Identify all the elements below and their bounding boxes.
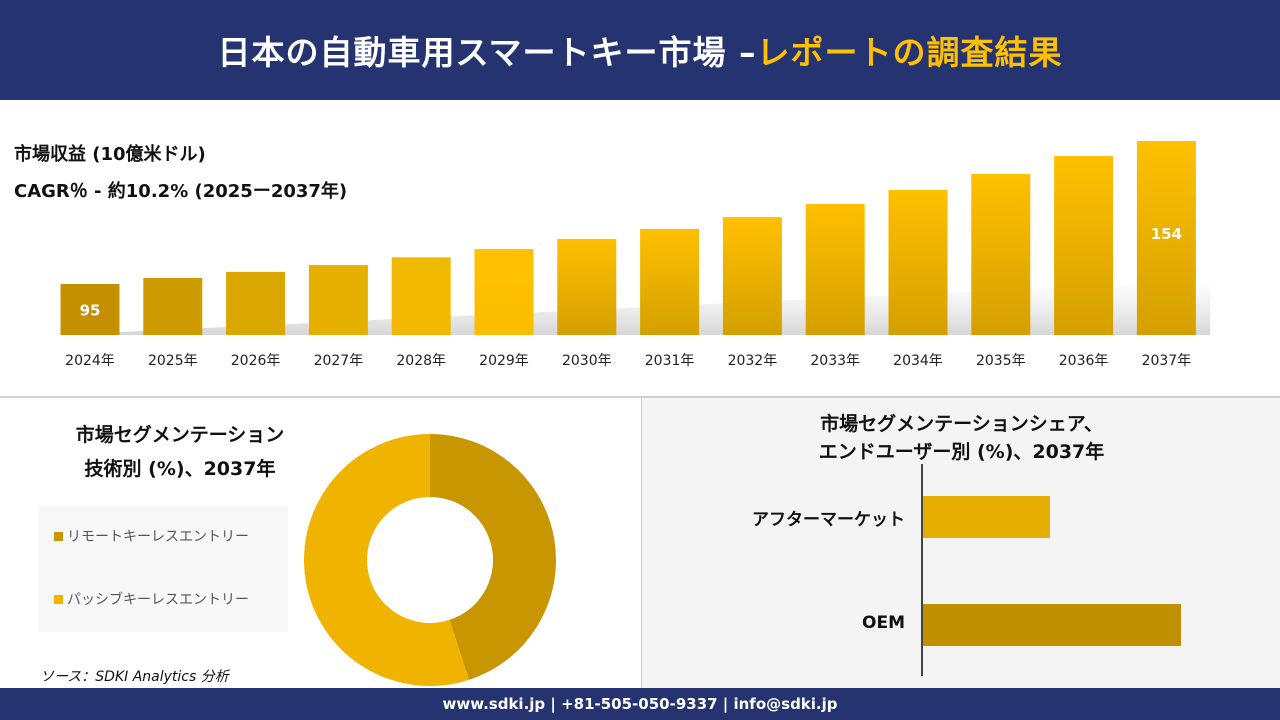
legend-label: パッシブキーレスエントリー — [67, 592, 249, 608]
revenue-bar-chart: 2024年 95 2025年 2026年 2027年 2028年 2029年 2030年 203… — [60, 141, 1210, 369]
x-tick-label: 2032年 — [728, 353, 778, 369]
x-tick-label: 2035年 — [976, 353, 1026, 369]
tech-title-line2: 技術別 (%)、2037年 — [84, 458, 276, 480]
bar-2035年 — [971, 173, 1031, 335]
bar-2026年 — [226, 271, 286, 335]
x-tick-label: 2033年 — [810, 353, 860, 369]
y-axis-line — [921, 464, 923, 676]
bar-2031年 — [640, 228, 700, 335]
title-main: 日本の自動車用スマートキー市場 – — [217, 33, 757, 72]
legend-swatch — [54, 531, 63, 541]
donut-legend: リモートキーレスエントリー パッシブキーレスエントリー — [38, 506, 288, 632]
x-tick-label: 2025年 — [148, 353, 198, 369]
title-accent: レポートの調査結果 — [756, 33, 1063, 72]
technology-segment-panel: 市場セグメンテーション 技術別 (%)、2037年 リモートキーレスエントリー パ… — [0, 398, 640, 688]
x-tick-label: 2029年 — [479, 353, 529, 369]
revenue-panel: 2024年 95 2025年 2026年 2027年 2028年 2029年 2030年 203… — [0, 100, 1280, 396]
bar-2030年 — [557, 238, 617, 335]
bar-2032年 — [722, 217, 782, 335]
x-tick-label: 2031年 — [645, 353, 695, 369]
legend-item: パッシブキーレスエントリー — [54, 589, 249, 609]
x-tick-label: 2028年 — [396, 353, 446, 369]
cagr-label: CAGR％ - 約10.2% (2025ー2037年) — [14, 181, 348, 202]
bar-2028年 — [391, 257, 451, 335]
bar-2024年 — [60, 284, 120, 335]
bar-2025年 — [143, 277, 203, 335]
tech-title: 市場セグメンテーション 技術別 (%)、2037年 — [20, 418, 340, 486]
bar-2029年 — [474, 249, 534, 335]
report-header: 日本の自動車用スマートキー市場 – レポートの調査結果 — [0, 0, 1280, 100]
revenue-label: 市場収益 (10億米ドル) — [14, 144, 206, 165]
legend-label: リモートキーレスエントリー — [67, 529, 249, 545]
enduser-title-line1: 市場セグメンテーションシェア、 — [820, 413, 1103, 435]
tech-title-line1: 市場セグメンテーション — [75, 424, 285, 446]
x-tick-label: 2030年 — [562, 353, 612, 369]
enduser-title-line2: エンドユーザー別 (%)、2037年 — [818, 441, 1105, 463]
bar-2036年 — [1054, 156, 1114, 335]
donut-slice-1 — [304, 434, 469, 686]
source-note: ソース：SDKI Analytics 分析 — [40, 669, 229, 685]
bar-2033年 — [805, 204, 865, 335]
x-tick-label: 2024年 — [65, 353, 115, 369]
end-user-segment-panel: 市場セグメンテーションシェア、 エンドユーザー別 (%)、2037年 アフターマー… — [641, 398, 1280, 688]
x-tick-label: 2027年 — [314, 353, 364, 369]
category-label: OEM — [862, 613, 905, 633]
bar-2027年 — [308, 265, 368, 335]
category-label: アフターマーケット — [752, 510, 905, 530]
x-tick-label: 2026年 — [231, 353, 281, 369]
bar-2034年 — [888, 189, 948, 335]
data-label: 154 — [1151, 225, 1182, 243]
footer-contact: www.sdki.jp | +81-505-050-9337 | info@sd… — [0, 688, 1280, 720]
divider — [0, 396, 1280, 398]
x-tick-label: 2037年 — [1142, 353, 1192, 369]
donut-slice-0 — [430, 434, 557, 680]
bar-アフターマーケット — [923, 496, 1051, 538]
bar-OEM — [923, 604, 1181, 646]
bar-2037年 — [1136, 141, 1196, 335]
x-tick-label: 2036年 — [1059, 353, 1109, 369]
legend-item: リモートキーレスエントリー — [54, 526, 249, 546]
data-label: 95 — [80, 302, 101, 320]
technology-donut-chart — [304, 434, 557, 686]
enduser-title: 市場セグメンテーションシェア、 エンドユーザー別 (%)、2037年 — [642, 410, 1280, 466]
legend-swatch — [54, 594, 63, 604]
x-tick-label: 2034年 — [893, 353, 943, 369]
